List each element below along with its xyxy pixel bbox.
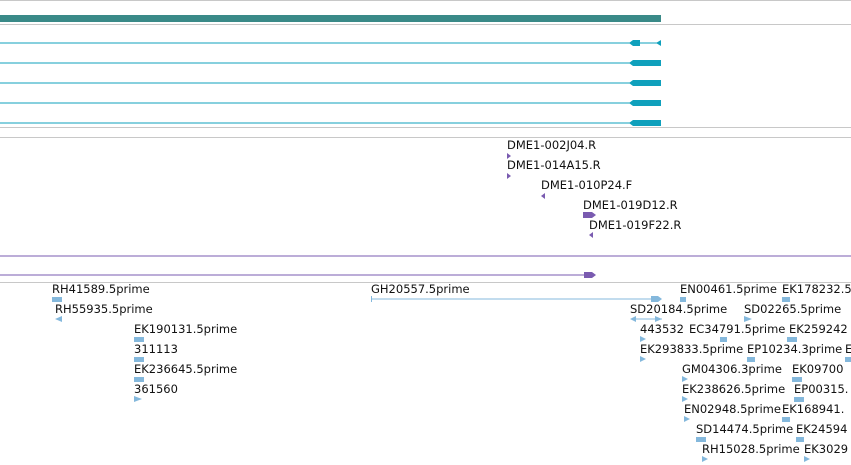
track-divider bbox=[0, 127, 851, 128]
est-label[interactable]: EK168941. bbox=[782, 402, 845, 416]
est-glyph[interactable] bbox=[845, 357, 851, 362]
est-label[interactable]: EN00461.5prime bbox=[680, 282, 777, 296]
est-glyph[interactable] bbox=[744, 316, 752, 322]
est-label[interactable]: EK293833.5prime bbox=[640, 342, 744, 356]
est-glyph[interactable] bbox=[787, 337, 797, 342]
est-label[interactable]: SD14474.5prime bbox=[696, 422, 794, 436]
bac-end-label[interactable]: DME1-010P24.F bbox=[541, 178, 633, 192]
est-glyph[interactable] bbox=[134, 337, 144, 342]
est-glyph[interactable] bbox=[696, 437, 706, 442]
est-label[interactable]: E bbox=[845, 342, 851, 356]
est-glyph[interactable] bbox=[720, 337, 727, 342]
est-label[interactable]: RH15028.5prime bbox=[702, 442, 800, 456]
bac-end-glyph[interactable] bbox=[583, 212, 596, 218]
est-label[interactable]: 361560 bbox=[134, 382, 178, 396]
est-glyph[interactable] bbox=[134, 396, 142, 402]
bac-end-glyph[interactable] bbox=[507, 153, 511, 159]
bac-end-glyph[interactable] bbox=[507, 173, 511, 179]
bac-end-glyph[interactable] bbox=[589, 232, 593, 238]
est-label[interactable]: EK3029 bbox=[804, 442, 849, 456]
est-glyph[interactable] bbox=[792, 377, 802, 382]
est-glyph[interactable] bbox=[640, 356, 646, 362]
transcript-2[interactable] bbox=[0, 60, 661, 66]
est-glyph[interactable] bbox=[782, 297, 790, 302]
transcript-4[interactable] bbox=[0, 100, 661, 106]
est-glyph[interactable] bbox=[682, 376, 688, 382]
est-label[interactable]: RH41589.5prime bbox=[52, 282, 150, 296]
est-label[interactable]: EK178232.5 bbox=[782, 282, 851, 296]
est-label[interactable]: EK24594 bbox=[796, 422, 848, 436]
est-glyph[interactable] bbox=[794, 397, 804, 402]
track-divider bbox=[0, 0, 851, 1]
est-glyph[interactable] bbox=[702, 456, 708, 462]
est-glyph[interactable] bbox=[134, 357, 144, 362]
est-label[interactable]: EK259242 bbox=[789, 322, 848, 336]
est-glyph[interactable] bbox=[640, 336, 646, 342]
bac-end-label[interactable]: DME1-019D12.R bbox=[583, 198, 678, 212]
est-label[interactable]: EN02948.5prime bbox=[684, 402, 781, 416]
track-divider bbox=[0, 24, 851, 25]
track-divider bbox=[0, 282, 851, 283]
est-label[interactable]: SD02265.5prime bbox=[744, 302, 842, 316]
est-glyph[interactable] bbox=[55, 316, 62, 322]
est-label[interactable]: EK238626.5prime bbox=[682, 382, 786, 396]
bac-end-glyph[interactable] bbox=[541, 193, 545, 199]
est-label[interactable]: EK236645.5prime bbox=[134, 362, 238, 376]
bac-end-label[interactable]: DME1-014A15.R bbox=[507, 158, 601, 172]
transcript-1[interactable] bbox=[0, 40, 661, 46]
est-label[interactable]: EK190131.5prime bbox=[134, 322, 238, 336]
transcript-5[interactable] bbox=[0, 120, 661, 126]
est-label[interactable]: 311113 bbox=[134, 342, 178, 356]
est-glyph[interactable] bbox=[782, 417, 790, 422]
est-label[interactable]: 443532 bbox=[640, 322, 684, 336]
track-divider bbox=[0, 137, 851, 138]
est-label[interactable]: EP10234.3prime bbox=[747, 342, 843, 356]
est-label[interactable]: EC34791.5prime bbox=[689, 322, 786, 336]
est-glyph[interactable] bbox=[796, 437, 804, 442]
est-glyph[interactable] bbox=[684, 416, 690, 422]
est-span[interactable] bbox=[371, 296, 662, 302]
est-label[interactable]: GM04306.3prime bbox=[682, 362, 782, 376]
bac-end-label[interactable]: DME1-002J04.R bbox=[507, 138, 597, 152]
est-label[interactable]: SD20184.5prime bbox=[630, 302, 728, 316]
est-glyph[interactable] bbox=[134, 377, 144, 382]
bac-span-line[interactable] bbox=[0, 272, 596, 278]
est-glyph[interactable] bbox=[680, 297, 686, 302]
est-label[interactable]: EP00315. bbox=[794, 382, 849, 396]
est-label[interactable]: RH55935.5prime bbox=[55, 302, 153, 316]
gene-bar[interactable] bbox=[0, 15, 661, 22]
est-glyph[interactable] bbox=[804, 456, 810, 462]
est-glyph[interactable] bbox=[52, 297, 62, 302]
bac-end-label[interactable]: DME1-019F22.R bbox=[589, 218, 682, 232]
est-glyph[interactable] bbox=[630, 316, 662, 322]
est-label[interactable]: EK09700 bbox=[792, 362, 844, 376]
est-label[interactable]: GH20557.5prime bbox=[371, 282, 470, 296]
est-glyph[interactable] bbox=[682, 396, 688, 402]
transcript-3[interactable] bbox=[0, 80, 661, 86]
est-glyph[interactable] bbox=[747, 357, 755, 362]
